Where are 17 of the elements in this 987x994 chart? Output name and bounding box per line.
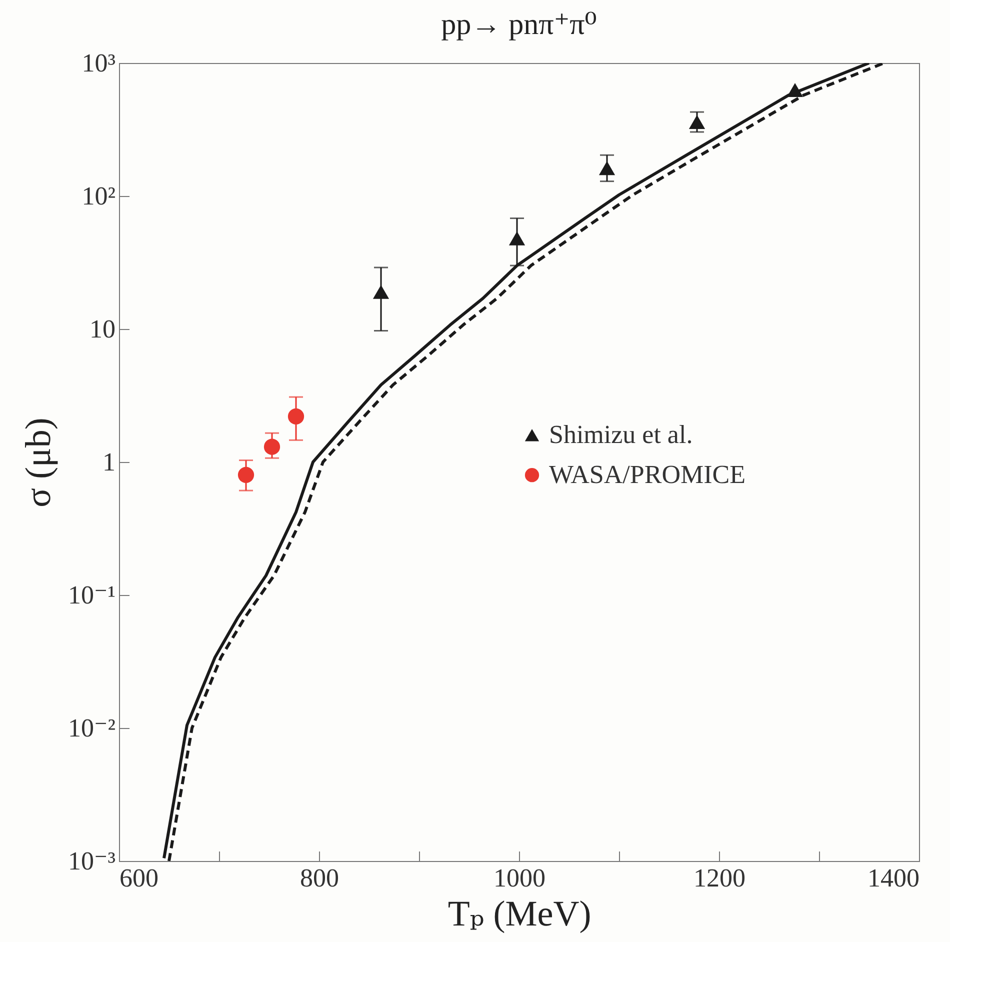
y-tick-label: 10⁻¹ xyxy=(68,580,116,610)
legend-label: Shimizu et al. xyxy=(549,420,693,450)
chart-title: pp→ pnπ⁺π⁰ xyxy=(441,8,597,41)
x-tick-label: 1400 xyxy=(868,864,920,892)
legend-label: WASA/PROMICE xyxy=(549,460,746,490)
y-tick-label: 10³ xyxy=(82,48,116,78)
x-tick-label: 1000 xyxy=(494,864,546,892)
y-tick-label: 10² xyxy=(82,182,116,210)
y-tick-label: 10 xyxy=(90,314,116,344)
x-tick-label: 800 xyxy=(300,864,339,892)
x-tick-label: 1200 xyxy=(694,864,746,892)
x-axis-title: Tₚ (MeV) xyxy=(448,894,592,934)
y-tick-label: 10⁻² xyxy=(68,714,116,742)
y-axis-title: σ (μb) xyxy=(18,418,58,508)
y-tick-label: 1 xyxy=(102,448,116,476)
x-tick-label: 600 xyxy=(120,864,158,892)
y-tick-label: 10⁻³ xyxy=(68,846,116,876)
